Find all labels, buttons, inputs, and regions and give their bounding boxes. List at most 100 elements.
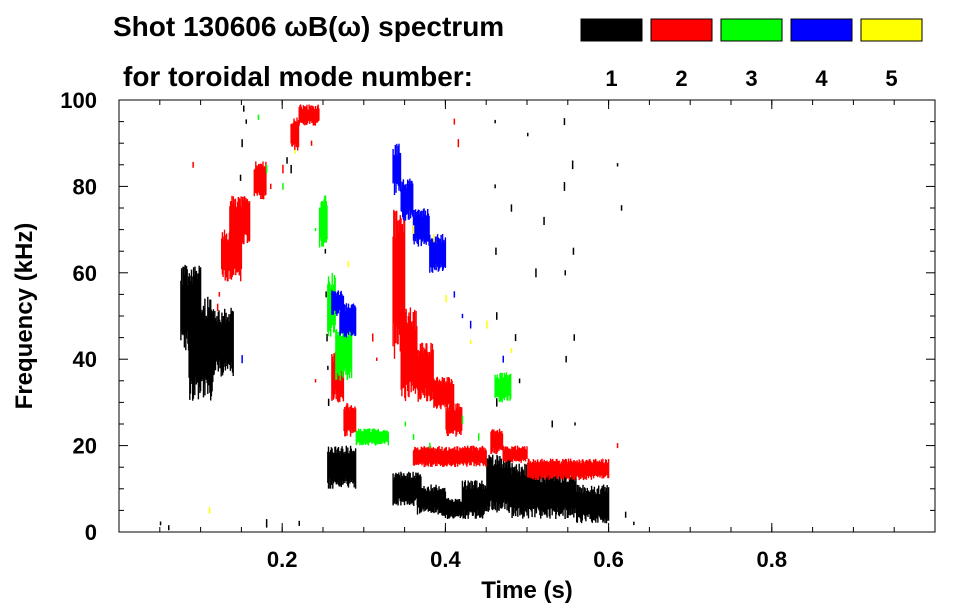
- band-mark: [510, 449, 512, 463]
- band-mark: [488, 454, 490, 511]
- band-mark: [395, 238, 397, 343]
- band-mark: [575, 475, 577, 514]
- band-mark: [501, 433, 504, 451]
- band-mark: [417, 350, 419, 402]
- band-mark: [233, 206, 235, 244]
- band-mark: [354, 408, 357, 432]
- band-mark: [322, 204, 324, 247]
- data-point: [574, 422, 576, 426]
- band-mark: [498, 460, 500, 511]
- data-point: [494, 184, 496, 189]
- band-mark: [560, 482, 563, 514]
- band-mark: [403, 219, 406, 342]
- band-mark: [350, 448, 352, 482]
- band-mark: [338, 295, 340, 310]
- band-mark: [452, 384, 455, 404]
- x-axis-label: Time (s): [481, 577, 573, 604]
- data-point: [216, 303, 219, 312]
- band-mark: [517, 448, 519, 461]
- data-point: [265, 165, 268, 174]
- band-mark: [404, 184, 407, 221]
- band-mark: [431, 240, 434, 273]
- band-mark: [398, 219, 401, 335]
- y-tick-label: 80: [73, 174, 97, 199]
- band-mark: [448, 500, 450, 519]
- band-mark: [556, 458, 558, 479]
- data-point: [327, 398, 330, 406]
- band-mark: [415, 476, 418, 499]
- band-mark: [297, 120, 300, 148]
- band-mark: [498, 428, 501, 449]
- band-mark: [494, 374, 496, 398]
- band-mark: [323, 199, 325, 243]
- band-mark: [470, 480, 472, 513]
- x-tick-label: 0.4: [430, 547, 461, 572]
- band-mark: [444, 447, 447, 466]
- band-mark: [264, 167, 266, 196]
- band-mark: [439, 450, 441, 465]
- band-mark: [260, 164, 263, 195]
- data-point: [527, 132, 529, 137]
- data-point: [478, 433, 480, 441]
- band-mark: [236, 201, 239, 240]
- data-point: [633, 521, 635, 526]
- band-mark: [346, 451, 348, 484]
- band-mark: [469, 488, 471, 512]
- band-mark: [426, 215, 428, 241]
- band-mark: [428, 446, 430, 462]
- band-mark: [451, 500, 454, 518]
- band-mark: [476, 448, 479, 465]
- band-mark: [443, 449, 445, 467]
- band-mark: [229, 230, 231, 279]
- data-point: [620, 205, 623, 211]
- data-point: [265, 519, 268, 528]
- series-2: [192, 104, 619, 481]
- band-mark: [341, 446, 343, 481]
- band-mark: [299, 104, 302, 123]
- band-mark: [395, 475, 398, 505]
- band-mark: [481, 445, 484, 464]
- data-point: [429, 442, 431, 449]
- band-mark: [225, 312, 227, 362]
- band-mark: [425, 343, 427, 396]
- band-mark: [203, 309, 205, 370]
- band-mark: [411, 326, 414, 382]
- band-mark: [196, 279, 198, 336]
- y-tick-label: 100: [60, 88, 97, 113]
- band-mark: [399, 153, 402, 192]
- band-mark: [342, 304, 345, 331]
- band-mark: [499, 467, 502, 508]
- band-mark: [247, 203, 249, 240]
- band-mark: [364, 429, 367, 445]
- band-mark: [597, 488, 599, 523]
- band-mark: [373, 428, 375, 443]
- data-point: [192, 161, 194, 168]
- band-mark: [344, 410, 347, 437]
- band-mark: [428, 351, 431, 395]
- data-point: [243, 105, 245, 112]
- band-mark: [560, 461, 562, 479]
- band-mark: [321, 201, 323, 247]
- legend-label-2: 2: [675, 66, 687, 91]
- data-point: [325, 291, 327, 298]
- band-mark: [336, 353, 339, 402]
- band-mark: [344, 453, 347, 479]
- band-mark: [405, 478, 408, 501]
- band-mark: [428, 215, 430, 246]
- band-mark: [441, 234, 444, 271]
- band-mark: [414, 447, 417, 465]
- band-mark: [337, 332, 339, 372]
- band-mark: [354, 307, 357, 336]
- band-mark: [534, 470, 536, 518]
- band-mark: [605, 460, 608, 475]
- band-mark: [410, 477, 413, 504]
- band-mark: [232, 311, 234, 376]
- data-point: [372, 333, 374, 342]
- band-mark: [486, 458, 489, 506]
- data-point: [616, 163, 619, 167]
- data-point: [324, 248, 327, 254]
- band-mark: [462, 486, 464, 519]
- data-point: [412, 225, 415, 234]
- band-mark: [455, 500, 457, 516]
- band-mark: [363, 428, 365, 444]
